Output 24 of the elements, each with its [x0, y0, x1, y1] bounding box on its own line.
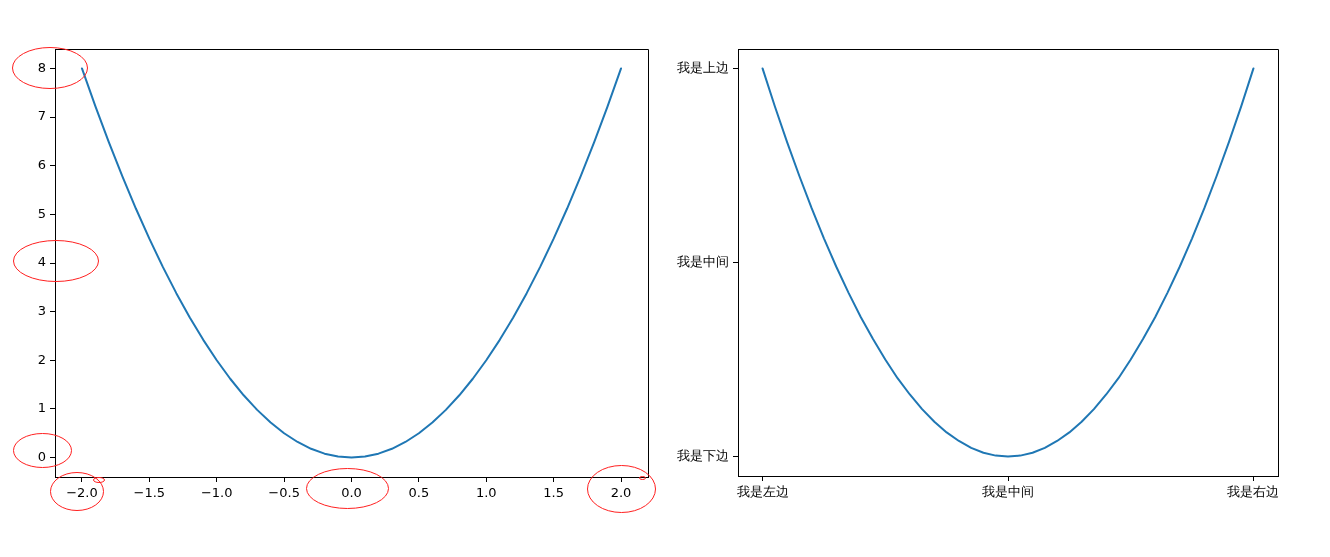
y-tick-label: 3 — [37, 303, 46, 319]
y-tick-label: 2 — [37, 351, 46, 367]
x-tick-label: 2.0 — [610, 485, 632, 501]
y-tick-label: 1 — [37, 400, 46, 416]
y-tick-label: 6 — [37, 157, 46, 173]
y-tick-label: 4 — [37, 254, 46, 270]
x-tick-label: −1.5 — [133, 485, 166, 501]
text: 我是下边 — [677, 447, 729, 463]
x-tick-label: −2.0 — [66, 485, 98, 501]
x-tick-label: 我是左边 — [736, 484, 789, 500]
x-tick-label: 0.0 — [341, 485, 362, 501]
x-tick-label: −1.0 — [200, 485, 233, 501]
x-tick-label: 我是右边 — [1227, 484, 1280, 500]
x-tick-label: −0.5 — [268, 485, 300, 501]
text: 我是上边 — [677, 59, 729, 75]
x-tick-label: 1.5 — [543, 485, 564, 501]
y-tick-label: 8 — [37, 59, 46, 75]
x-tick-label: 1.0 — [475, 485, 497, 501]
y-tick-label: 0 — [37, 448, 46, 464]
text: 我是中间 — [677, 253, 729, 269]
y-tick-label: 5 — [37, 205, 46, 221]
x-tick-label: 我是中间 — [982, 484, 1034, 500]
y-tick-label: 7 — [37, 108, 46, 124]
x-tick-label: 0.5 — [408, 485, 430, 501]
